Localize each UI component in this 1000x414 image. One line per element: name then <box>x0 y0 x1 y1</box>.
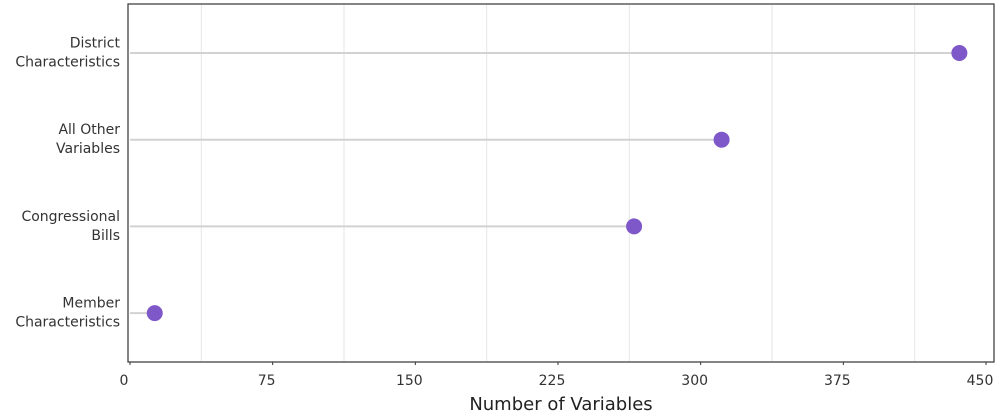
y-tick-label-line: Member <box>62 296 120 312</box>
y-tick-label-line: District <box>70 36 121 52</box>
x-tick-label: 300 <box>681 373 708 389</box>
y-tick-label-line: Variables <box>56 141 120 157</box>
dot <box>626 218 643 235</box>
panel <box>127 3 995 363</box>
dot <box>713 131 730 148</box>
y-tick-label: District Characteristics <box>15 36 120 71</box>
y-tick-label-line: Characteristics <box>15 55 120 71</box>
x-tick-label: 0 <box>120 373 129 389</box>
y-tick-label-line: All Other <box>58 122 120 138</box>
y-tick-label-line: Congressional <box>21 209 120 225</box>
x-axis-title: Number of Variables <box>469 394 652 414</box>
x-tick-label: 75 <box>258 373 276 389</box>
y-tick-label-line: Bills <box>91 228 120 244</box>
y-tick-label: Member Characteristics <box>15 296 120 331</box>
x-tick-label: 450 <box>967 373 994 389</box>
y-tick-label-line: Characteristics <box>15 315 120 331</box>
y-tick-label: All Other Variables <box>56 122 120 157</box>
x-tick-label: 375 <box>824 373 851 389</box>
dot <box>146 305 163 322</box>
x-tick-label: 150 <box>396 373 423 389</box>
dot <box>951 45 968 61</box>
y-tick-label: Congressional Bills <box>21 209 120 244</box>
x-tick-label: 225 <box>539 373 566 389</box>
